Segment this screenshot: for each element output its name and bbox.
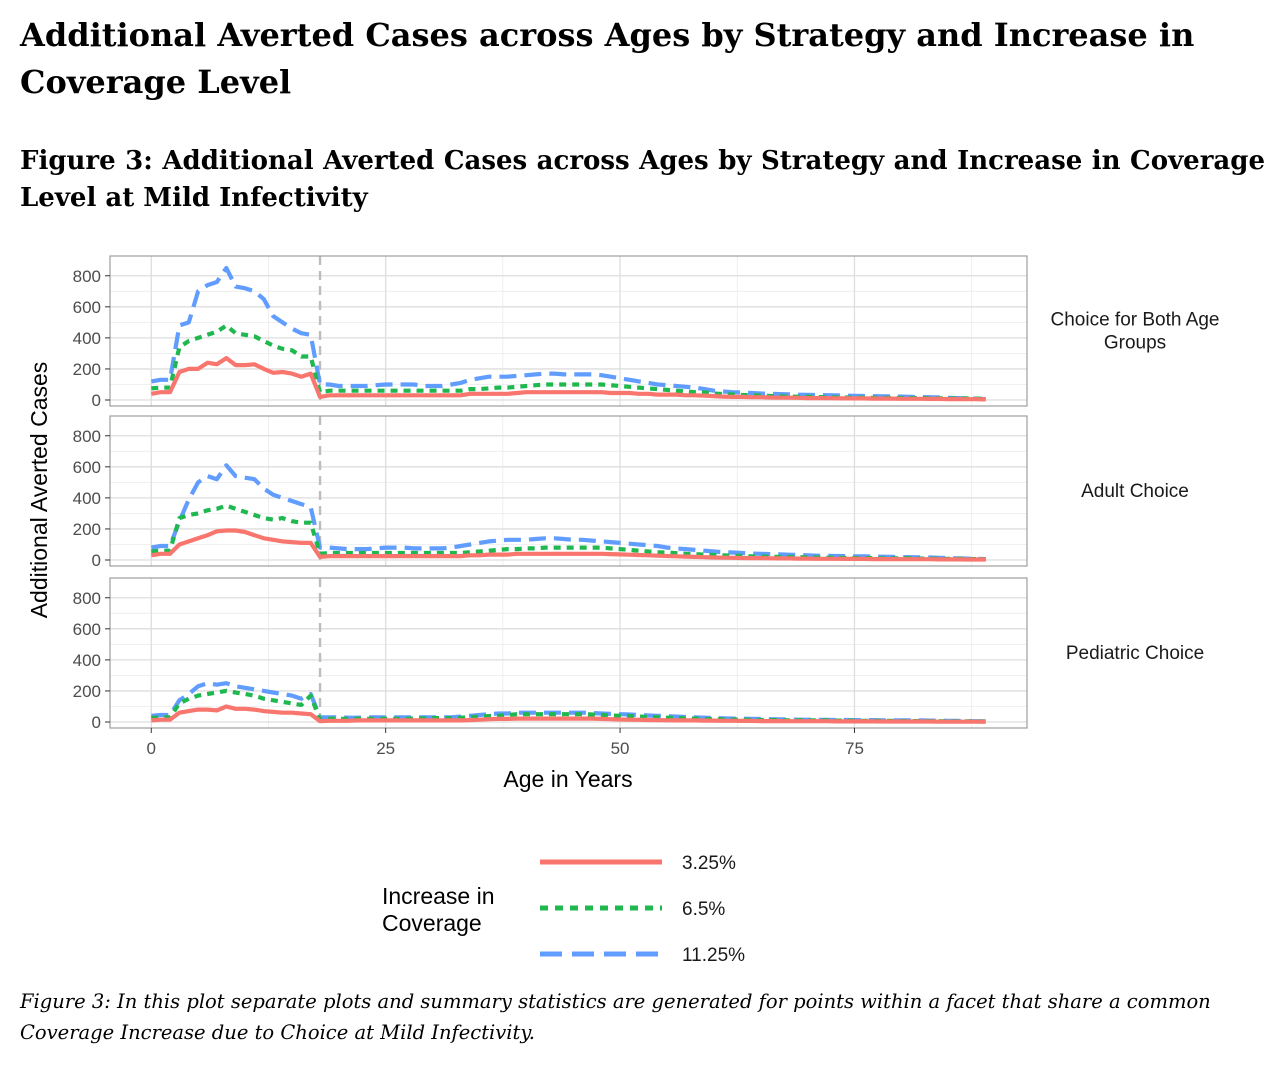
facet-strip-label: Pediatric Choice (1066, 643, 1204, 664)
figure-title: Figure 3: Additional Averted Cases acros… (20, 146, 1265, 213)
y-tick-label: 600 (73, 458, 101, 477)
facet-panel: Adult Choice (109, 415, 1189, 567)
y-tick-label: 400 (73, 329, 101, 348)
series-line (151, 323, 986, 401)
legend-label: 11.25% (682, 945, 745, 966)
panel-border (109, 577, 1028, 729)
legend-item: 11.25% (540, 945, 745, 966)
legend-item: 6.5% (540, 899, 725, 920)
y-tick-label: 600 (73, 620, 101, 639)
chart-axes: 0 200 400 600 800 0 200 400 600 800 0 200 400 600 800 0… (73, 267, 864, 758)
y-tick-label: 400 (73, 489, 101, 508)
x-axis-label: Age in Years (503, 766, 632, 792)
document-title: Additional Averted Cases across Ages by … (20, 16, 1195, 101)
y-axis-label: Additional Averted Cases (26, 362, 52, 619)
x-tick-label: 25 (376, 739, 395, 758)
legend-items: 3.25% 6.5% 11.25% (540, 853, 745, 966)
y-tick-label: 800 (73, 267, 101, 286)
y-tick-label: 600 (73, 298, 101, 317)
y-tick-label: 800 (73, 589, 101, 608)
series-line (150, 355, 986, 402)
legend-title-line-2: Coverage (382, 910, 482, 936)
x-tick-label: 50 (611, 739, 630, 758)
series-line (151, 503, 986, 562)
panel-border (109, 255, 1028, 407)
x-tick-label: 75 (845, 739, 864, 758)
facet-strip-label: Adult Choice (1081, 481, 1189, 502)
series-line (150, 528, 986, 562)
y-tick-label: 0 (92, 713, 101, 732)
y-tick-label: 200 (73, 520, 101, 539)
x-tick-label: 0 (147, 739, 156, 758)
y-tick-label: 400 (73, 651, 101, 670)
legend-title-line-1: Increase in (382, 883, 495, 909)
y-tick-label: 800 (73, 427, 101, 446)
legend-item: 3.25% (540, 853, 736, 874)
legend-label: 3.25% (682, 853, 736, 874)
y-tick-label: 0 (92, 551, 101, 570)
legend-label: 6.5% (682, 899, 725, 920)
figure-caption: Figure 3: In this plot separate plots an… (20, 990, 1211, 1044)
facet-panel: Choice for Both Age Groups (109, 255, 1220, 407)
panel-border (109, 415, 1028, 567)
chart-panels: Choice for Both Age Groups Adult Choice Ped… (109, 255, 1220, 729)
series-line (150, 265, 986, 402)
legend: Increase in Coverage 3.25% 6.5% 11.25% (382, 853, 745, 966)
facet-strip-label: Choice for Both Age Groups (1051, 310, 1220, 354)
y-tick-label: 0 (92, 391, 101, 410)
y-tick-label: 200 (73, 360, 101, 379)
y-tick-label: 200 (73, 682, 101, 701)
facet-panel: Pediatric Choice (109, 577, 1204, 729)
series-line (151, 688, 986, 724)
series-line (151, 704, 986, 724)
faceted-line-chart: Choice for Both Age Groups Adult Choice Ped… (26, 255, 1220, 966)
series-line (150, 463, 986, 562)
